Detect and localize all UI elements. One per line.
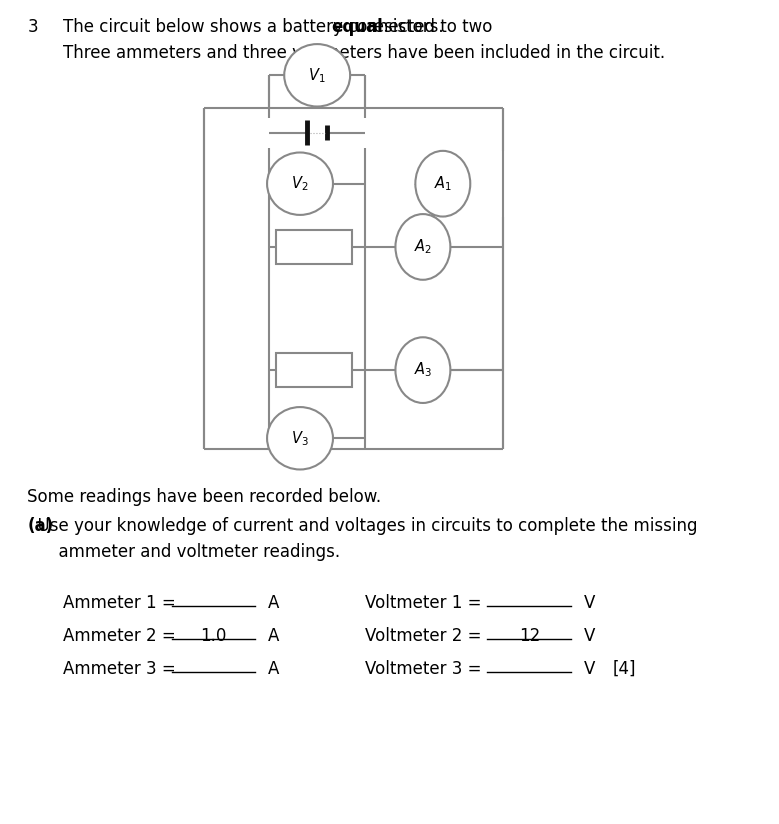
Text: V: V <box>583 627 595 645</box>
Text: Voltmeter 3 =: Voltmeter 3 = <box>365 660 487 678</box>
Text: $V_3$: $V_3$ <box>291 429 308 447</box>
Text: Use your knowledge of current and voltages in circuits to complete the missing: Use your knowledge of current and voltag… <box>27 517 698 535</box>
Text: $V_2$: $V_2$ <box>291 175 308 193</box>
Text: ammeter and voltmeter readings.: ammeter and voltmeter readings. <box>27 543 340 561</box>
Text: equal: equal <box>331 18 382 35</box>
Ellipse shape <box>415 151 471 217</box>
Text: V: V <box>583 660 595 678</box>
Text: $V_1$: $V_1$ <box>308 66 326 85</box>
Text: Some readings have been recorded below.: Some readings have been recorded below. <box>27 488 382 506</box>
Text: $A_2$: $A_2$ <box>414 237 432 256</box>
Text: The circuit below shows a battery connected to two: The circuit below shows a battery connec… <box>63 18 498 35</box>
Ellipse shape <box>267 407 333 470</box>
Text: $A_3$: $A_3$ <box>414 361 432 380</box>
Text: Voltmeter 1 =: Voltmeter 1 = <box>365 594 487 612</box>
Bar <box>276 230 351 265</box>
Text: A: A <box>268 594 279 612</box>
Bar <box>276 353 351 387</box>
Text: [4]: [4] <box>612 660 636 678</box>
Text: Ammeter 2 =: Ammeter 2 = <box>63 627 182 645</box>
Text: (a): (a) <box>27 517 54 535</box>
Text: Ammeter 1 =: Ammeter 1 = <box>63 594 182 612</box>
Ellipse shape <box>284 44 350 106</box>
Text: resistors.: resistors. <box>362 18 444 35</box>
Text: V: V <box>583 594 595 612</box>
Text: 12: 12 <box>519 627 540 645</box>
Ellipse shape <box>396 214 450 280</box>
Text: 1.0: 1.0 <box>200 627 227 645</box>
Text: $A_1$: $A_1$ <box>434 175 452 193</box>
Ellipse shape <box>267 152 333 215</box>
Text: A: A <box>268 660 279 678</box>
Ellipse shape <box>396 337 450 403</box>
Text: A: A <box>268 627 279 645</box>
Text: Voltmeter 2 =: Voltmeter 2 = <box>365 627 487 645</box>
Text: 3: 3 <box>27 18 38 35</box>
Text: Three ammeters and three voltmeters have been included in the circuit.: Three ammeters and three voltmeters have… <box>63 44 665 62</box>
Text: Ammeter 3 =: Ammeter 3 = <box>63 660 182 678</box>
